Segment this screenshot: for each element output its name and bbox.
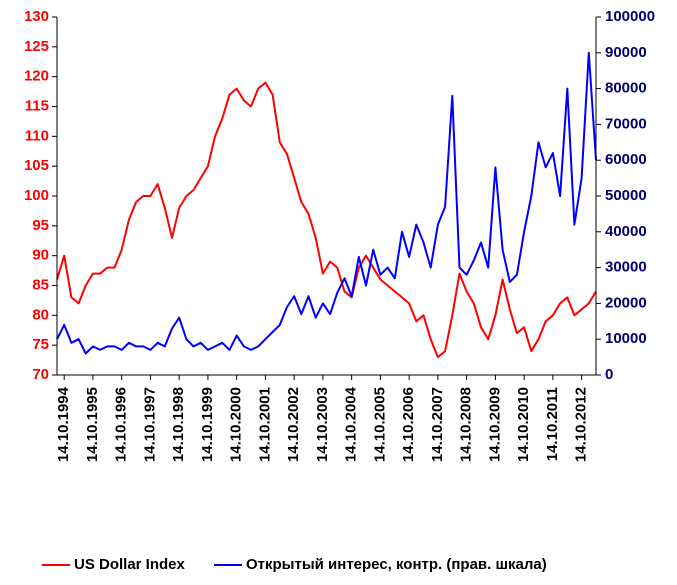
y2-tick-label: 0: [605, 366, 613, 383]
x-tick-label: 14.10.1994: [55, 386, 72, 462]
x-tick-label: 14.10.2000: [228, 387, 245, 462]
legend-label: Открытый интерес, контр. (прав. шкала): [246, 556, 547, 573]
x-tick-label: 14.10.1999: [199, 387, 216, 462]
y-tick-label: 75: [32, 336, 49, 353]
y2-tick-label: 10000: [605, 330, 647, 347]
x-tick-label: 14.10.1998: [170, 387, 187, 462]
series-line: [56, 81, 597, 359]
x-tick-label: 14.10.1996: [113, 387, 130, 462]
x-tick-label: 14.10.2005: [371, 387, 388, 462]
x-tick-label: 14.10.1995: [84, 387, 101, 462]
y-tick-label: 105: [24, 157, 49, 174]
y-tick-label: 100: [24, 187, 49, 204]
y2-tick-label: 70000: [605, 115, 647, 132]
x-tick-label: 14.10.2010: [515, 387, 532, 462]
x-tick-label: 14.10.2001: [256, 387, 273, 462]
y2-tick-label: 90000: [605, 44, 647, 61]
x-tick-label: 14.10.2011: [544, 387, 561, 461]
y-tick-label: 90: [32, 247, 49, 264]
y-tick-label: 95: [32, 217, 49, 234]
series-line: [56, 51, 597, 355]
y-tick-label: 85: [32, 276, 49, 293]
y2-tick-label: 60000: [605, 151, 647, 168]
y-tick-label: 130: [24, 8, 49, 25]
y-tick-label: 120: [24, 68, 49, 85]
x-tick-label: 14.10.2012: [573, 387, 590, 462]
y-tick-label: 70: [32, 366, 49, 383]
y2-tick-label: 50000: [605, 187, 647, 204]
y2-tick-label: 80000: [605, 80, 647, 97]
y2-tick-label: 100000: [605, 8, 655, 25]
y-tick-label: 125: [24, 38, 49, 55]
x-tick-label: 14.10.2009: [486, 387, 503, 462]
y-tick-label: 80: [32, 306, 49, 323]
x-tick-label: 14.10.2006: [400, 387, 417, 462]
x-tick-label: 14.10.2004: [343, 386, 360, 462]
y2-tick-label: 30000: [605, 259, 647, 276]
x-tick-label: 14.10.1997: [141, 387, 158, 462]
x-tick-label: 14.10.2002: [285, 387, 302, 462]
y2-tick-label: 20000: [605, 294, 647, 311]
x-tick-label: 14.10.2007: [429, 387, 446, 462]
y-tick-label: 115: [25, 97, 49, 114]
x-tick-label: 14.10.2008: [458, 387, 475, 462]
y2-tick-label: 40000: [605, 223, 647, 240]
legend-label: US Dollar Index: [74, 556, 186, 573]
y-tick-label: 110: [25, 127, 49, 144]
x-tick-label: 14.10.2003: [314, 387, 331, 462]
